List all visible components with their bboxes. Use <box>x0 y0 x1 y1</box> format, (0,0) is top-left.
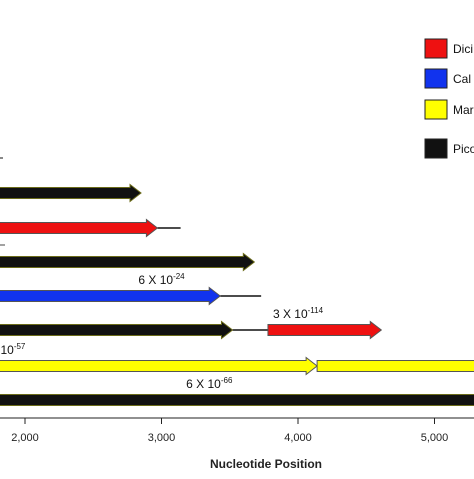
legend-label: Pico <box>453 142 474 156</box>
x-axis: 2,000 3,000 4,000 5,000 <box>0 417 474 444</box>
track-3 <box>0 252 256 272</box>
x-tick-label: 4,000 <box>284 432 312 444</box>
x-tick-label: 2,000 <box>11 432 39 444</box>
legend-item-cal: Cal <box>424 68 471 89</box>
tracks-layer <box>0 157 474 406</box>
gene-arrow <box>0 356 318 376</box>
x-axis-title: Nucleotide Position <box>210 457 322 471</box>
evalue-label: 3 X 10-114 <box>273 306 324 321</box>
x-tick-label: 5,000 <box>421 432 449 444</box>
track-7 <box>0 394 474 406</box>
legend-item-pico: Pico <box>424 138 474 159</box>
track-4 <box>0 286 262 306</box>
labels-layer: 6 X 10-24 3 X 10-114 X 10-57 6 X 10-66 <box>0 272 324 391</box>
legend-swatch <box>424 99 448 120</box>
gene-arrow <box>267 320 383 340</box>
track-5 <box>0 320 383 340</box>
evalue-label: X 10-57 <box>0 342 26 357</box>
gene-arrow <box>0 218 159 238</box>
legend-swatch <box>424 68 448 89</box>
track-6 <box>0 356 474 376</box>
track-2 <box>0 218 181 238</box>
legend: Dici Cal Mar Pico <box>424 38 474 159</box>
gene-arrow <box>0 252 256 272</box>
legend-swatch <box>424 138 448 159</box>
legend-item-mar: Mar <box>424 99 474 120</box>
legend-label: Mar <box>453 103 474 117</box>
legend-item-dici: Dici <box>424 38 473 59</box>
gene-arrow <box>316 360 474 372</box>
gene-arrow <box>0 320 234 340</box>
evalue-label: 6 X 10-66 <box>186 376 233 391</box>
legend-label: Dici <box>453 42 473 56</box>
x-tick-label: 3,000 <box>148 432 176 444</box>
legend-swatch <box>424 38 448 59</box>
track-1 <box>0 183 142 203</box>
evalue-label: 6 X 10-24 <box>138 272 185 287</box>
legend-label: Cal <box>453 72 471 86</box>
gene-arrow <box>0 286 222 306</box>
gene-arrow <box>0 183 142 203</box>
gene-arrow <box>0 394 474 406</box>
